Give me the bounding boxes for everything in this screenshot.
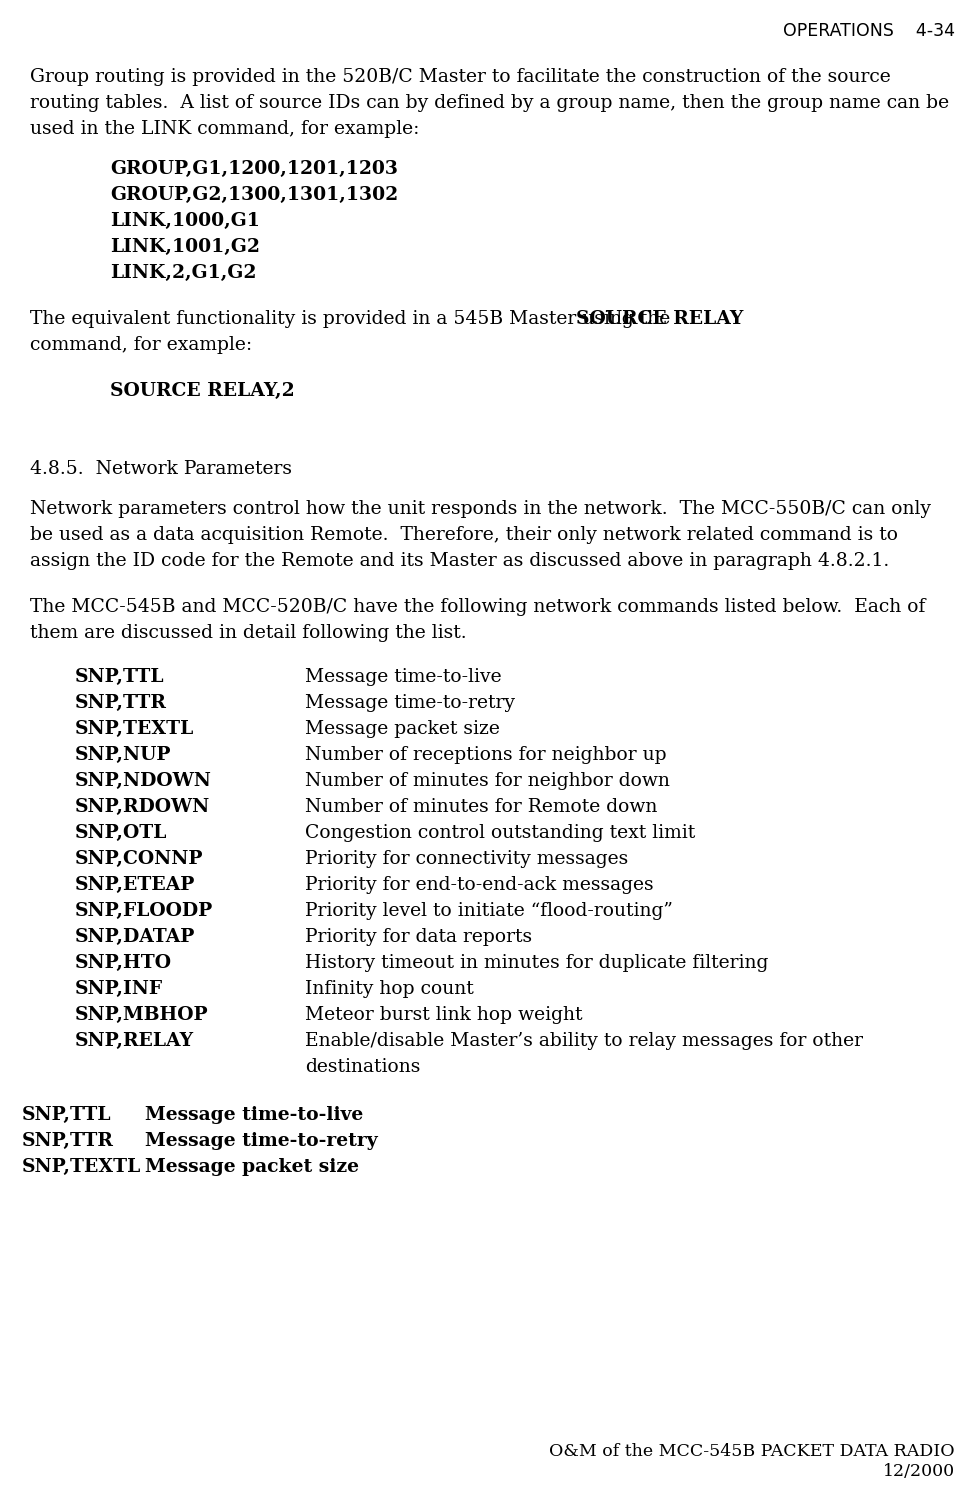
Text: SNP,HTO: SNP,HTO (75, 954, 172, 972)
Text: SNP,DATAP: SNP,DATAP (75, 929, 195, 946)
Text: SOURCE RELAY,2: SOURCE RELAY,2 (110, 382, 294, 400)
Text: SNP,TTR: SNP,TTR (22, 1132, 114, 1150)
Text: SNP,RELAY: SNP,RELAY (75, 1033, 194, 1051)
Text: Infinity hop count: Infinity hop count (305, 981, 474, 998)
Text: SNP,TTR: SNP,TTR (75, 693, 167, 711)
Text: SNP,NUP: SNP,NUP (75, 745, 172, 763)
Text: The MCC-545B and MCC-520B/C have the following network commands listed below.  E: The MCC-545B and MCC-520B/C have the fol… (30, 598, 925, 616)
Text: Priority for connectivity messages: Priority for connectivity messages (305, 850, 628, 868)
Text: GROUP,G1,1200,1201,1203: GROUP,G1,1200,1201,1203 (110, 161, 398, 179)
Text: LINK,1000,G1: LINK,1000,G1 (110, 211, 260, 231)
Text: Enable/disable Master’s ability to relay messages for other: Enable/disable Master’s ability to relay… (305, 1033, 863, 1051)
Text: SNP,OTL: SNP,OTL (75, 824, 168, 842)
Text: Priority for data reports: Priority for data reports (305, 929, 532, 946)
Text: The equivalent functionality is provided in a 545B Master using the: The equivalent functionality is provided… (30, 310, 677, 327)
Text: SNP,NDOWN: SNP,NDOWN (75, 772, 212, 790)
Text: Message time-to-retry: Message time-to-retry (145, 1132, 377, 1150)
Text: SOURCE RELAY: SOURCE RELAY (576, 310, 744, 327)
Text: SNP,CONNP: SNP,CONNP (75, 850, 204, 868)
Text: 12/2000: 12/2000 (883, 1463, 955, 1481)
Text: SNP,RDOWN: SNP,RDOWN (75, 798, 211, 815)
Text: destinations: destinations (305, 1058, 420, 1076)
Text: History timeout in minutes for duplicate filtering: History timeout in minutes for duplicate… (305, 954, 768, 972)
Text: SNP,TTL: SNP,TTL (75, 668, 165, 686)
Text: SNP,MBHOP: SNP,MBHOP (75, 1006, 209, 1024)
Text: SNP,FLOODP: SNP,FLOODP (75, 902, 214, 920)
Text: Network parameters control how the unit responds in the network.  The MCC-550B/C: Network parameters control how the unit … (30, 500, 931, 518)
Text: Message time-to-live: Message time-to-live (305, 668, 501, 686)
Text: Number of receptions for neighbor up: Number of receptions for neighbor up (305, 745, 667, 763)
Text: SNP,TEXTL: SNP,TEXTL (22, 1158, 141, 1176)
Text: GROUP,G2,1300,1301,1302: GROUP,G2,1300,1301,1302 (110, 186, 398, 204)
Text: Priority for end-to-end-ack messages: Priority for end-to-end-ack messages (305, 876, 653, 894)
Text: SNP,TEXTL: SNP,TEXTL (75, 720, 194, 738)
Text: LINK,1001,G2: LINK,1001,G2 (110, 238, 260, 256)
Text: be used as a data acquisition Remote.  Therefore, their only network related com: be used as a data acquisition Remote. Th… (30, 525, 898, 545)
Text: OPERATIONS    4-34: OPERATIONS 4-34 (783, 22, 955, 40)
Text: routing tables.  A list of source IDs can by defined by a group name, then the g: routing tables. A list of source IDs can… (30, 94, 949, 112)
Text: Congestion control outstanding text limit: Congestion control outstanding text limi… (305, 824, 695, 842)
Text: Meteor burst link hop weight: Meteor burst link hop weight (305, 1006, 582, 1024)
Text: Group routing is provided in the 520B/C Master to facilitate the construction of: Group routing is provided in the 520B/C … (30, 68, 891, 86)
Text: 4.8.5.  Network Parameters: 4.8.5. Network Parameters (30, 460, 292, 478)
Text: Message time-to-live: Message time-to-live (145, 1106, 364, 1123)
Text: Number of minutes for neighbor down: Number of minutes for neighbor down (305, 772, 670, 790)
Text: used in the LINK command, for example:: used in the LINK command, for example: (30, 121, 419, 138)
Text: command, for example:: command, for example: (30, 336, 253, 354)
Text: Message time-to-retry: Message time-to-retry (305, 693, 515, 711)
Text: Number of minutes for Remote down: Number of minutes for Remote down (305, 798, 657, 815)
Text: Message packet size: Message packet size (145, 1158, 359, 1176)
Text: assign the ID code for the Remote and its Master as discussed above in paragraph: assign the ID code for the Remote and it… (30, 552, 889, 570)
Text: SNP,TTL: SNP,TTL (22, 1106, 111, 1123)
Text: SNP,INF: SNP,INF (75, 981, 163, 998)
Text: LINK,2,G1,G2: LINK,2,G1,G2 (110, 263, 256, 283)
Text: Priority level to initiate “flood-routing”: Priority level to initiate “flood-routin… (305, 902, 673, 920)
Text: O&M of the MCC-545B PACKET DATA RADIO: O&M of the MCC-545B PACKET DATA RADIO (549, 1443, 955, 1460)
Text: Message packet size: Message packet size (305, 720, 500, 738)
Text: SNP,ETEAP: SNP,ETEAP (75, 876, 195, 894)
Text: them are discussed in detail following the list.: them are discussed in detail following t… (30, 623, 467, 641)
